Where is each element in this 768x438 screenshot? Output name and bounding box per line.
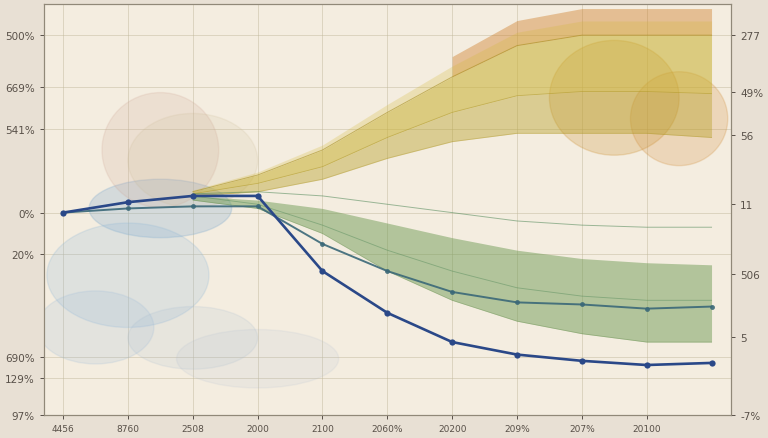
Ellipse shape: [47, 223, 209, 328]
Ellipse shape: [128, 114, 257, 208]
Ellipse shape: [102, 93, 219, 208]
Ellipse shape: [631, 73, 728, 166]
Ellipse shape: [89, 180, 232, 238]
Ellipse shape: [549, 41, 679, 156]
Ellipse shape: [128, 307, 257, 369]
Ellipse shape: [177, 330, 339, 388]
Ellipse shape: [37, 291, 154, 364]
